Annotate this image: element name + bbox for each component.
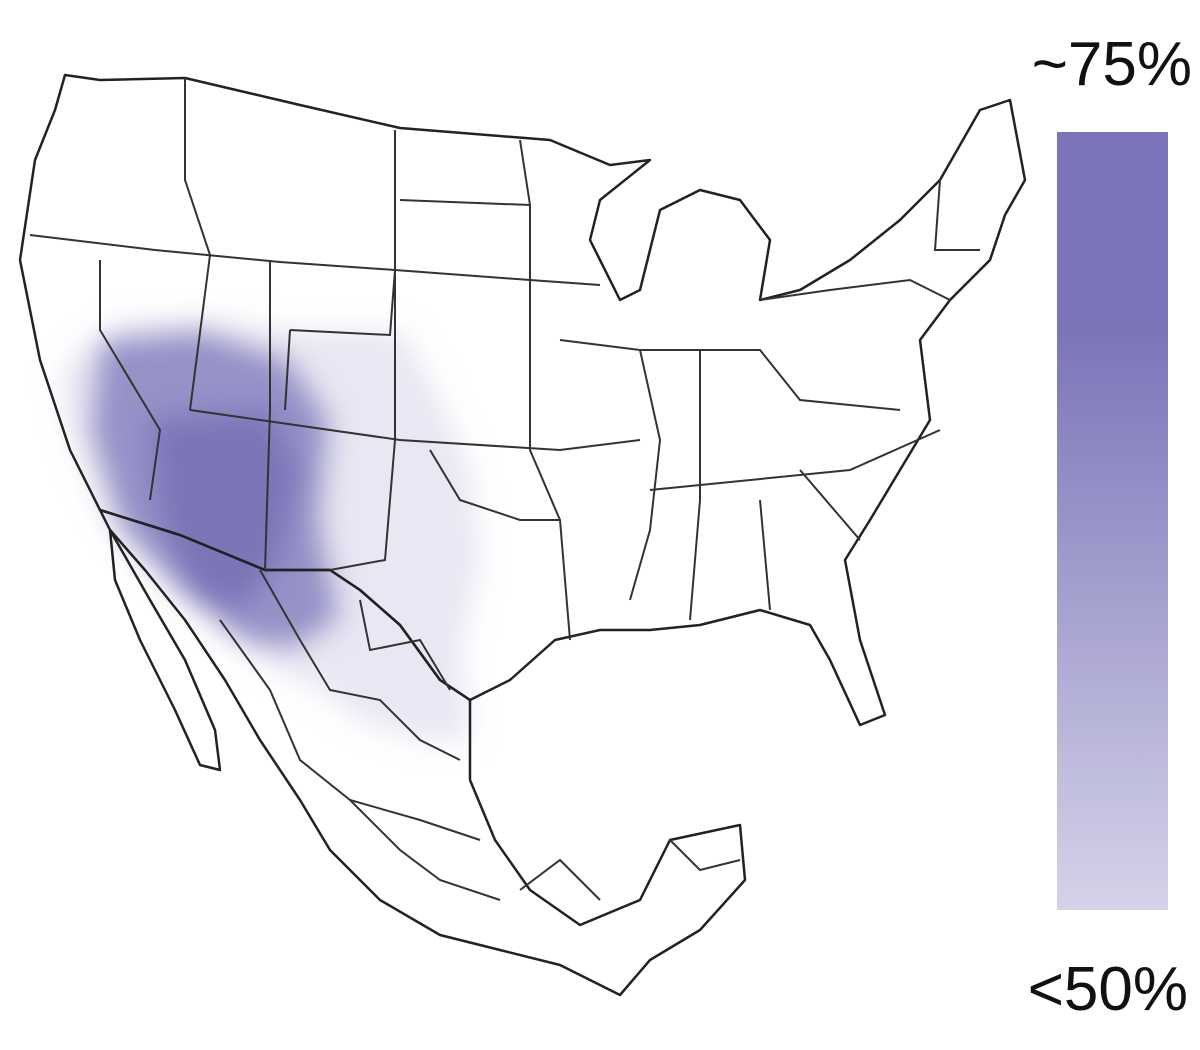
legend-min-label: <50% [1028,955,1188,1024]
legend-max-label: ~75% [1032,30,1192,99]
legend-colorbar [1057,132,1168,910]
baja-outline [108,528,222,772]
state-borders [29,78,980,901]
mexico-outline [98,508,747,997]
